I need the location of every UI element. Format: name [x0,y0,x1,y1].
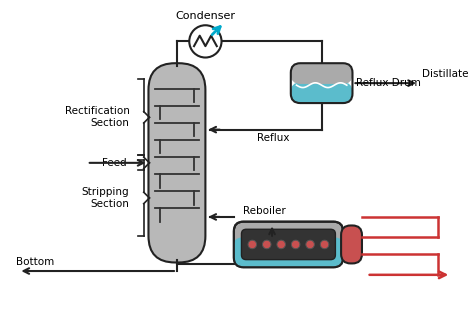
Text: Stripping
Section: Stripping Section [82,187,129,209]
FancyBboxPatch shape [291,82,353,103]
Text: Reflux Drum: Reflux Drum [356,78,421,88]
FancyBboxPatch shape [234,238,343,267]
Circle shape [189,25,221,58]
Circle shape [292,240,300,249]
Circle shape [320,240,329,249]
Text: Rectification
Section: Rectification Section [64,107,129,128]
FancyBboxPatch shape [291,63,353,84]
FancyBboxPatch shape [148,63,205,262]
FancyBboxPatch shape [341,226,362,263]
Text: Feed: Feed [102,158,127,168]
Circle shape [248,240,256,249]
Text: Condenser: Condenser [175,11,236,20]
FancyBboxPatch shape [234,222,343,267]
Text: Bottom: Bottom [16,257,54,267]
Text: Reboiler: Reboiler [243,206,286,216]
Circle shape [277,240,285,249]
Text: Reflux: Reflux [257,133,289,143]
Circle shape [306,240,314,249]
Circle shape [263,240,271,249]
FancyBboxPatch shape [241,229,336,260]
Text: Distillate: Distillate [422,69,468,79]
